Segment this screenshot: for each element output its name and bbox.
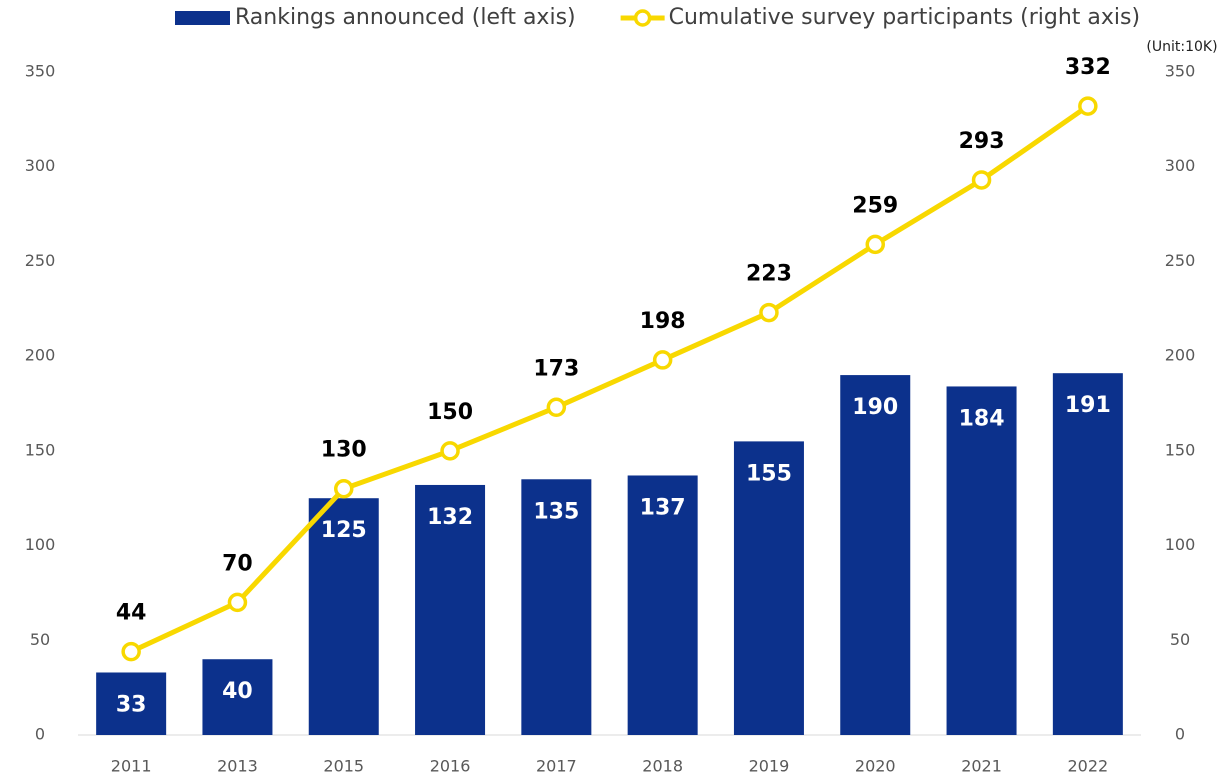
line-value-label: 198 <box>640 309 686 334</box>
line-value-label: 173 <box>533 356 579 381</box>
x-tick-label: 2018 <box>642 757 683 775</box>
legend-marker <box>633 9 652 27</box>
y2-tick-label: 50 <box>1170 630 1190 649</box>
line-value-label: 150 <box>427 400 473 425</box>
y2-tick-label: 100 <box>1165 535 1196 554</box>
unit-note: (Unit:10K) <box>1146 39 1217 55</box>
y-tick-label: 350 <box>25 62 56 81</box>
bar-value-label: 33 <box>116 692 147 717</box>
bar <box>1052 373 1123 735</box>
x-tick-label: 2019 <box>749 757 790 775</box>
bar <box>733 441 804 735</box>
x-tick-label: 2022 <box>1067 757 1108 775</box>
bar <box>521 479 592 735</box>
y-tick-label: 50 <box>30 630 50 649</box>
y-tick-label: 0 <box>35 725 45 744</box>
y-tick-label: 300 <box>25 156 56 175</box>
x-tick-label: 2011 <box>111 757 152 775</box>
line-value-label: 332 <box>1065 55 1111 80</box>
line-value-label: 223 <box>746 262 792 287</box>
bar <box>96 672 167 735</box>
y2-tick-label: 250 <box>1165 251 1196 270</box>
line-value-label: 44 <box>116 601 147 626</box>
y2-tick-label: 350 <box>1165 62 1196 81</box>
line-marker <box>971 170 992 190</box>
line-marker <box>652 350 673 370</box>
line-marker <box>227 592 248 613</box>
bar <box>627 475 698 735</box>
line-marker <box>334 478 354 499</box>
y-tick-label: 200 <box>25 346 56 365</box>
y-tick-label: 150 <box>25 440 56 459</box>
y-tick-label: 100 <box>25 535 56 554</box>
y2-tick-label: 0 <box>1175 725 1185 744</box>
line-value-label: 293 <box>959 129 1005 154</box>
line-marker <box>759 302 779 323</box>
line-marker <box>121 641 141 662</box>
line-marker <box>1078 96 1098 116</box>
bar-value-label: 137 <box>640 495 686 520</box>
bar-value-label: 132 <box>427 505 473 530</box>
x-tick-label: 2015 <box>323 757 364 775</box>
bar-value-label: 184 <box>959 406 1005 431</box>
bar <box>840 375 911 735</box>
x-tick-label: 2017 <box>536 757 577 775</box>
legend-label: Cumulative survey participants (right ax… <box>669 5 1140 30</box>
bar-value-label: 40 <box>222 679 253 704</box>
bar-value-label: 135 <box>533 499 579 524</box>
line-value-label: 259 <box>852 193 898 218</box>
line-value-label: 130 <box>321 438 367 463</box>
bar <box>946 386 1017 735</box>
line-marker <box>865 234 885 255</box>
x-tick-label: 2016 <box>430 757 471 775</box>
y2-tick-label: 200 <box>1165 346 1196 365</box>
legend-swatch <box>175 11 230 25</box>
bar <box>415 484 486 735</box>
line-value-label: 70 <box>222 551 253 576</box>
bar-value-label: 155 <box>746 461 792 486</box>
bar-value-label: 190 <box>852 395 898 420</box>
legend-label: Rankings announced (left axis) <box>235 5 576 30</box>
x-tick-label: 2020 <box>855 757 896 775</box>
bar <box>202 659 273 735</box>
line-marker <box>546 397 567 418</box>
x-tick-label: 2013 <box>217 757 258 775</box>
line <box>130 104 1090 654</box>
bar-value-label: 125 <box>321 518 367 543</box>
bar <box>308 498 379 735</box>
x-tick-label: 2021 <box>961 757 1002 775</box>
y-tick-label: 250 <box>25 251 56 270</box>
y2-tick-label: 300 <box>1165 156 1196 175</box>
y2-tick-label: 150 <box>1165 440 1196 459</box>
bar-value-label: 191 <box>1065 393 1111 418</box>
line-marker <box>440 441 460 461</box>
